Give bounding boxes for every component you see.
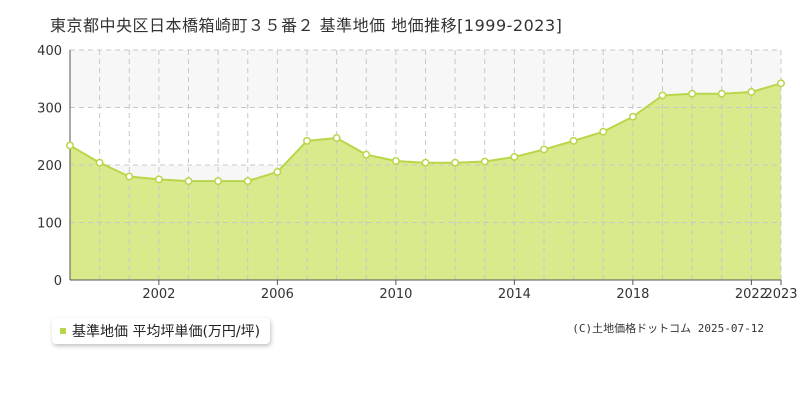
data-point bbox=[303, 136, 311, 145]
x-tick-label: 2018 bbox=[616, 287, 649, 302]
data-point bbox=[628, 112, 637, 121]
data-point bbox=[540, 145, 548, 154]
copyright-text: (C)土地価格ドットコム 2025-07-12 bbox=[572, 322, 764, 335]
data-point bbox=[717, 89, 726, 98]
y-tick-label: 400 bbox=[37, 44, 62, 59]
data-point bbox=[599, 127, 608, 136]
data-point bbox=[243, 177, 252, 186]
data-point bbox=[421, 158, 430, 167]
data-point bbox=[332, 134, 341, 142]
data-point bbox=[658, 91, 667, 100]
data-point bbox=[688, 89, 697, 98]
y-tick-label: 0 bbox=[54, 274, 62, 289]
data-point bbox=[273, 167, 282, 176]
x-tick-label: 2006 bbox=[261, 287, 294, 302]
data-point bbox=[480, 157, 489, 166]
data-point bbox=[66, 141, 74, 150]
x-tick-label: 2022 bbox=[735, 287, 768, 302]
data-point bbox=[362, 150, 371, 159]
data-point bbox=[391, 157, 400, 165]
data-point bbox=[777, 79, 785, 88]
y-tick-label: 100 bbox=[37, 217, 62, 232]
y-tick-label: 300 bbox=[37, 102, 62, 117]
legend-label: 基準地価 平均坪単価(万円/坪) bbox=[72, 324, 261, 340]
y-tick-label: 200 bbox=[37, 159, 62, 174]
x-tick-label: 2023 bbox=[764, 287, 797, 302]
legend: 基準地価 平均坪単価(万円/坪) bbox=[52, 318, 271, 344]
legend-swatch bbox=[60, 328, 66, 334]
data-point bbox=[747, 88, 756, 96]
data-point bbox=[451, 158, 460, 167]
x-tick-label: 2002 bbox=[142, 287, 175, 302]
data-point bbox=[95, 158, 104, 167]
chart-title: 東京都中央区日本橋箱崎町３５番２ 基準地価 地価推移[1999-2023] bbox=[50, 16, 563, 35]
data-point bbox=[510, 153, 519, 161]
data-point bbox=[184, 177, 193, 186]
x-tick-label: 2010 bbox=[379, 287, 412, 302]
data-point bbox=[154, 175, 163, 184]
x-tick-label: 2014 bbox=[498, 287, 531, 302]
data-point bbox=[125, 172, 134, 181]
data-point bbox=[569, 136, 578, 145]
data-point bbox=[214, 177, 223, 186]
